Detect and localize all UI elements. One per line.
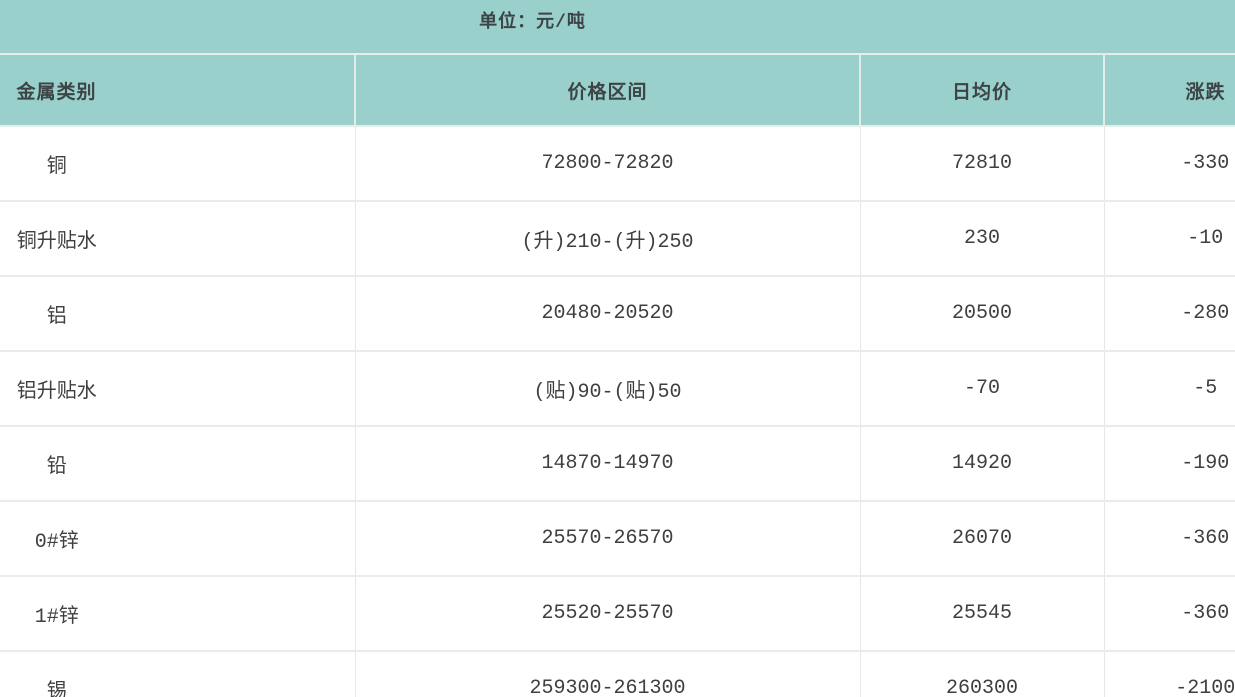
metal-price-table: 金属类别 价格区间 日均价 涨跌 铜 72800-72820 72810 -33… <box>0 55 1235 697</box>
cell-change: -330 <box>1104 126 1235 202</box>
cell-metal: 0#锌 <box>0 501 356 577</box>
cell-metal: 铅 <box>0 426 356 502</box>
cell-daily-avg: 26070 <box>860 501 1105 577</box>
cell-metal: 铜 <box>0 126 356 202</box>
cell-price-range: (贴)90-(贴)50 <box>355 351 861 427</box>
table-row: 铜 72800-72820 72810 -330 <box>0 126 1235 202</box>
cell-metal: 铝 <box>0 276 356 352</box>
col-header-change: 涨跌 <box>1104 55 1235 127</box>
cell-price-range: 20480-20520 <box>355 276 861 352</box>
cell-daily-avg: 260300 <box>860 651 1105 697</box>
cell-metal: 1#锌 <box>0 576 356 652</box>
cell-change: -280 <box>1104 276 1235 352</box>
cell-price-range: 14870-14970 <box>355 426 861 502</box>
col-header-price-range: 价格区间 <box>355 55 861 127</box>
table-row: 铅 14870-14970 14920 -190 <box>0 426 1235 502</box>
cell-price-range: (升)210-(升)250 <box>355 201 861 277</box>
cell-price-range: 72800-72820 <box>355 126 861 202</box>
cell-metal: 铜升贴水 <box>0 201 356 277</box>
table-row: 0#锌 25570-26570 26070 -360 <box>0 501 1235 577</box>
cell-price-range: 259300-261300 <box>355 651 861 697</box>
table-row: 铝 20480-20520 20500 -280 <box>0 276 1235 352</box>
cell-daily-avg: 72810 <box>860 126 1105 202</box>
cell-change: -190 <box>1104 426 1235 502</box>
table-row: 铝升贴水 (贴)90-(贴)50 -70 -5 <box>0 351 1235 427</box>
cell-change: -360 <box>1104 501 1235 577</box>
col-header-metal: 金属类别 <box>0 55 356 127</box>
cell-daily-avg: 230 <box>860 201 1105 277</box>
cell-change: -360 <box>1104 576 1235 652</box>
table-row: 1#锌 25520-25570 25545 -360 <box>0 576 1235 652</box>
cell-daily-avg: 20500 <box>860 276 1105 352</box>
unit-caption: 单位：元/吨 <box>479 13 586 33</box>
cell-daily-avg: 25545 <box>860 576 1105 652</box>
cell-price-range: 25520-25570 <box>355 576 861 652</box>
cell-change: -10 <box>1104 201 1235 277</box>
col-header-daily-avg: 日均价 <box>860 55 1105 127</box>
table-body: 铜 72800-72820 72810 -330 铜升贴水 (升)210-(升)… <box>0 126 1235 697</box>
header-row: 金属类别 价格区间 日均价 涨跌 <box>0 55 1235 127</box>
table-row: 铜升贴水 (升)210-(升)250 230 -10 <box>0 201 1235 277</box>
unit-caption-bar: 单位：元/吨 <box>0 0 1235 55</box>
cell-price-range: 25570-26570 <box>355 501 861 577</box>
cell-metal: 锡 <box>0 651 356 697</box>
cell-change: -5 <box>1104 351 1235 427</box>
cell-daily-avg: -70 <box>860 351 1105 427</box>
table-row: 锡 259300-261300 260300 -2100 <box>0 651 1235 697</box>
cell-change: -2100 <box>1104 651 1235 697</box>
cell-daily-avg: 14920 <box>860 426 1105 502</box>
cell-metal: 铝升贴水 <box>0 351 356 427</box>
